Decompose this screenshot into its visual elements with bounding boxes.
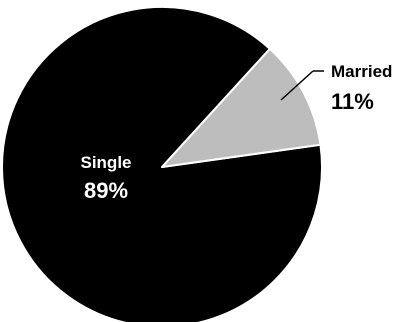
pie-slice-single [1, 6, 323, 322]
slice-label-married: Married [331, 62, 392, 81]
pie-slice-married [161, 47, 322, 168]
slice-value-single: 89% [84, 178, 128, 203]
slice-label-single: Single [80, 153, 131, 172]
pie-slices [1, 6, 323, 322]
married-leader-line [280, 70, 314, 101]
slice-value-married: 11% [331, 89, 374, 114]
